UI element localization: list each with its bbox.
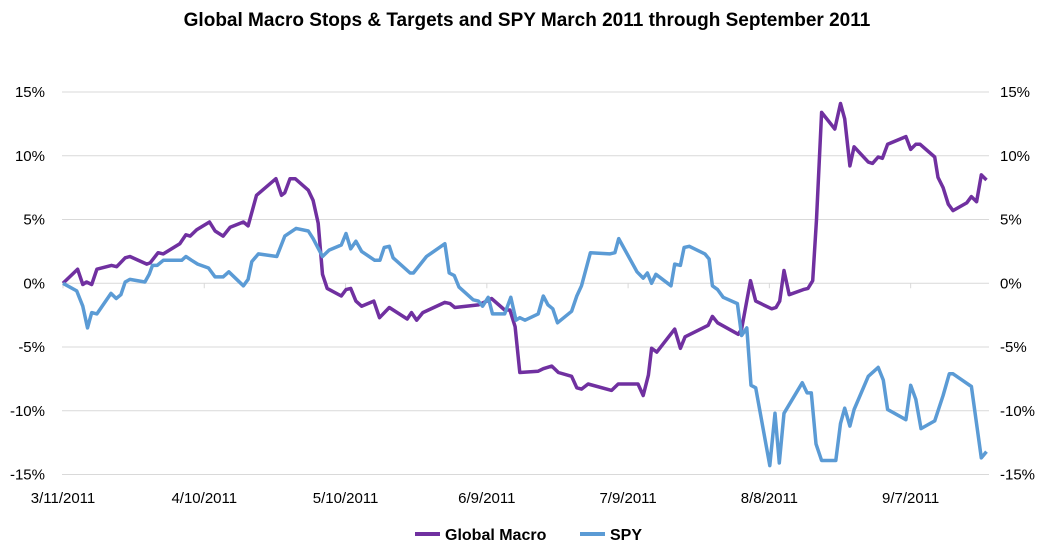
y-tick-label-left: 0% — [23, 275, 45, 292]
series-lines — [61, 101, 988, 468]
x-tick-label: 6/9/2011 — [458, 490, 515, 507]
legend-label-global-macro: Global Macro — [445, 527, 547, 544]
y-tick-label-right: 10% — [1000, 148, 1030, 165]
x-tick-label: 4/10/2011 — [171, 490, 237, 507]
y-tick-label-left: -10% — [10, 403, 45, 420]
x-axis: 3/11/2011 4/10/2011 5/10/2011 6/9/2011 7/9/2… — [31, 283, 939, 507]
x-tick-label: 8/8/2011 — [741, 490, 798, 507]
x-tick-label: 5/10/2011 — [313, 490, 379, 507]
y-tick-label-left: -15% — [10, 467, 45, 484]
y-tick-label-right: -5% — [1000, 339, 1027, 356]
series-line-spy — [62, 226, 988, 468]
legend: Global Macro SPY — [415, 527, 642, 544]
y-tick-label-left: 5% — [23, 212, 45, 229]
legend-label-spy: SPY — [610, 527, 642, 544]
gridlines — [62, 91, 989, 475]
x-tick-label: 3/11/2011 — [31, 490, 96, 507]
y-tick-label-left: 15% — [15, 84, 45, 101]
y-tick-label-right: -10% — [1000, 403, 1035, 420]
left-y-axis: 15% 10% 5% 0% -5% -10% -15% — [10, 84, 45, 484]
right-y-axis: 15% 10% 5% 0% -5% -10% -15% — [1000, 84, 1035, 484]
y-tick-label-right: 15% — [1000, 84, 1030, 101]
chart-title: Global Macro Stops & Targets and SPY Mar… — [184, 10, 871, 31]
series-line-global-macro — [61, 101, 988, 398]
y-tick-label-right: 0% — [1000, 275, 1022, 292]
y-tick-label-right: 5% — [1000, 212, 1022, 229]
y-tick-label-right: -15% — [1000, 467, 1035, 484]
x-tick-label: 9/7/2011 — [882, 490, 939, 507]
y-tick-label-left: 10% — [15, 148, 45, 165]
x-tick-label: 7/9/2011 — [599, 490, 656, 507]
y-tick-label-left: -5% — [18, 339, 45, 356]
